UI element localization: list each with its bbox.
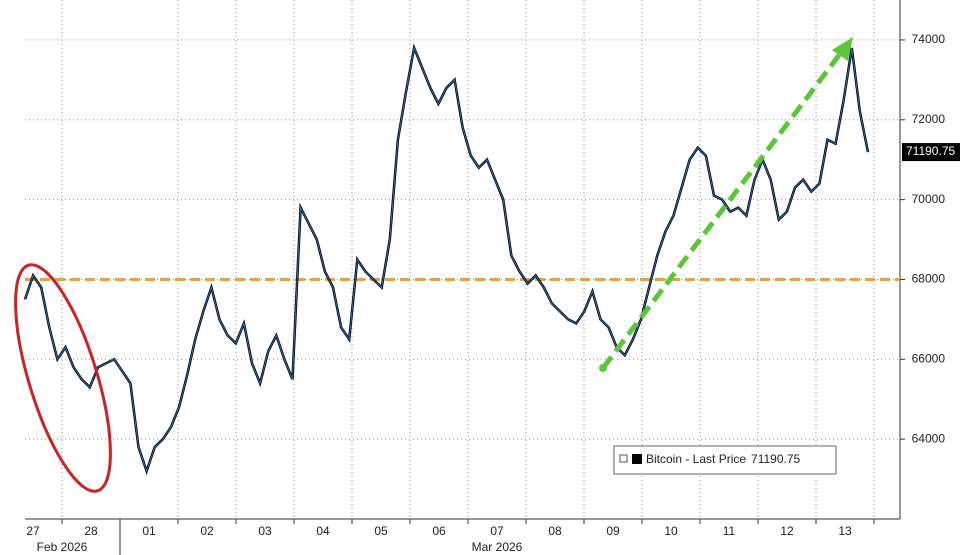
- plot: [23, 43, 900, 476]
- y-tick-label: 66000: [912, 351, 946, 365]
- legend-swatch: [632, 454, 642, 464]
- v-grid: [61, 0, 875, 519]
- y-tick-label: 68000: [912, 272, 946, 286]
- x-tick-label: 01: [142, 524, 156, 538]
- x-tick-label: 13: [838, 524, 852, 538]
- x-tick-label: 09: [606, 524, 620, 538]
- arrow-start: [599, 364, 607, 372]
- x-tick-label: 02: [200, 524, 214, 538]
- price-line: [24, 46, 869, 473]
- price-line-outline: [23, 43, 870, 476]
- x-tick-label: 11: [723, 524, 736, 538]
- month-label: Feb 2026: [37, 540, 88, 554]
- x-tick-label: 12: [780, 524, 794, 538]
- x-tick-label: 05: [374, 524, 388, 538]
- legend-name: Bitcoin - Last Price: [646, 452, 746, 466]
- y-tick-label: 74000: [912, 32, 946, 46]
- trend-arrow: [601, 48, 845, 370]
- legend-box: [613, 445, 837, 475]
- x-tick-label: 06: [432, 524, 446, 538]
- last-price-label: 71190.75: [906, 144, 955, 158]
- legend-toggle: [619, 454, 628, 463]
- x-tick-label: 08: [548, 524, 562, 538]
- y-tick-label: 70000: [912, 192, 946, 206]
- y-axis: 64000 66000 68000 70000 72000 74000: [25, 32, 945, 445]
- legend-value: 71190.75: [751, 452, 800, 466]
- x-tick-label: 27: [26, 524, 40, 538]
- last-price-box: [902, 143, 960, 162]
- highlight-ellipse: [14, 263, 112, 493]
- x-tick-label: 04: [316, 524, 330, 538]
- x-tick-label: 07: [490, 524, 504, 538]
- arrow-head: [832, 37, 853, 61]
- x-tick-label: 03: [258, 524, 272, 538]
- x-tick-label: 28: [84, 524, 98, 538]
- month-label: Mar 2026: [472, 540, 523, 554]
- legend-label: Bitcoin - Last Price 71190.75: [646, 452, 801, 466]
- x-tick-label: 10: [664, 524, 678, 538]
- y-tick-label: 64000: [912, 431, 946, 445]
- y-tick-label: 72000: [912, 112, 946, 126]
- legend: Bitcoin - Last Price 71190.75: [613, 445, 837, 475]
